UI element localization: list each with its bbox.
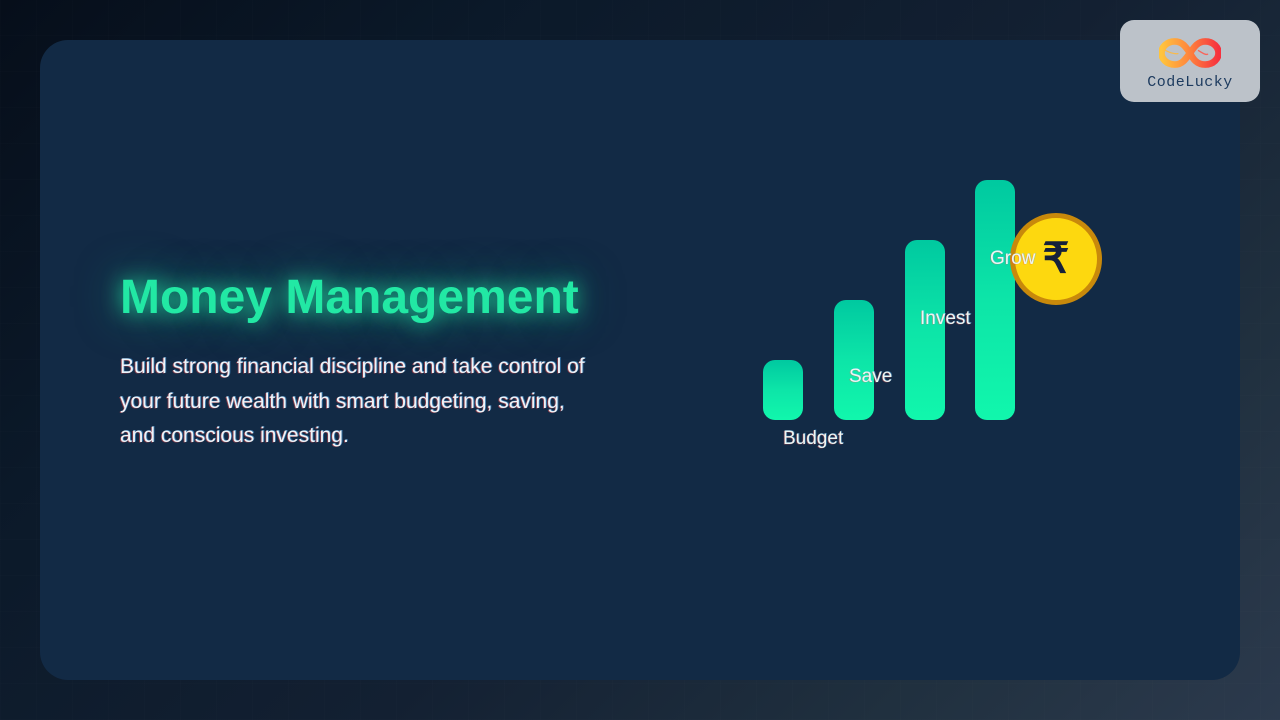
svg-text:₹: ₹ [1043, 236, 1070, 281]
